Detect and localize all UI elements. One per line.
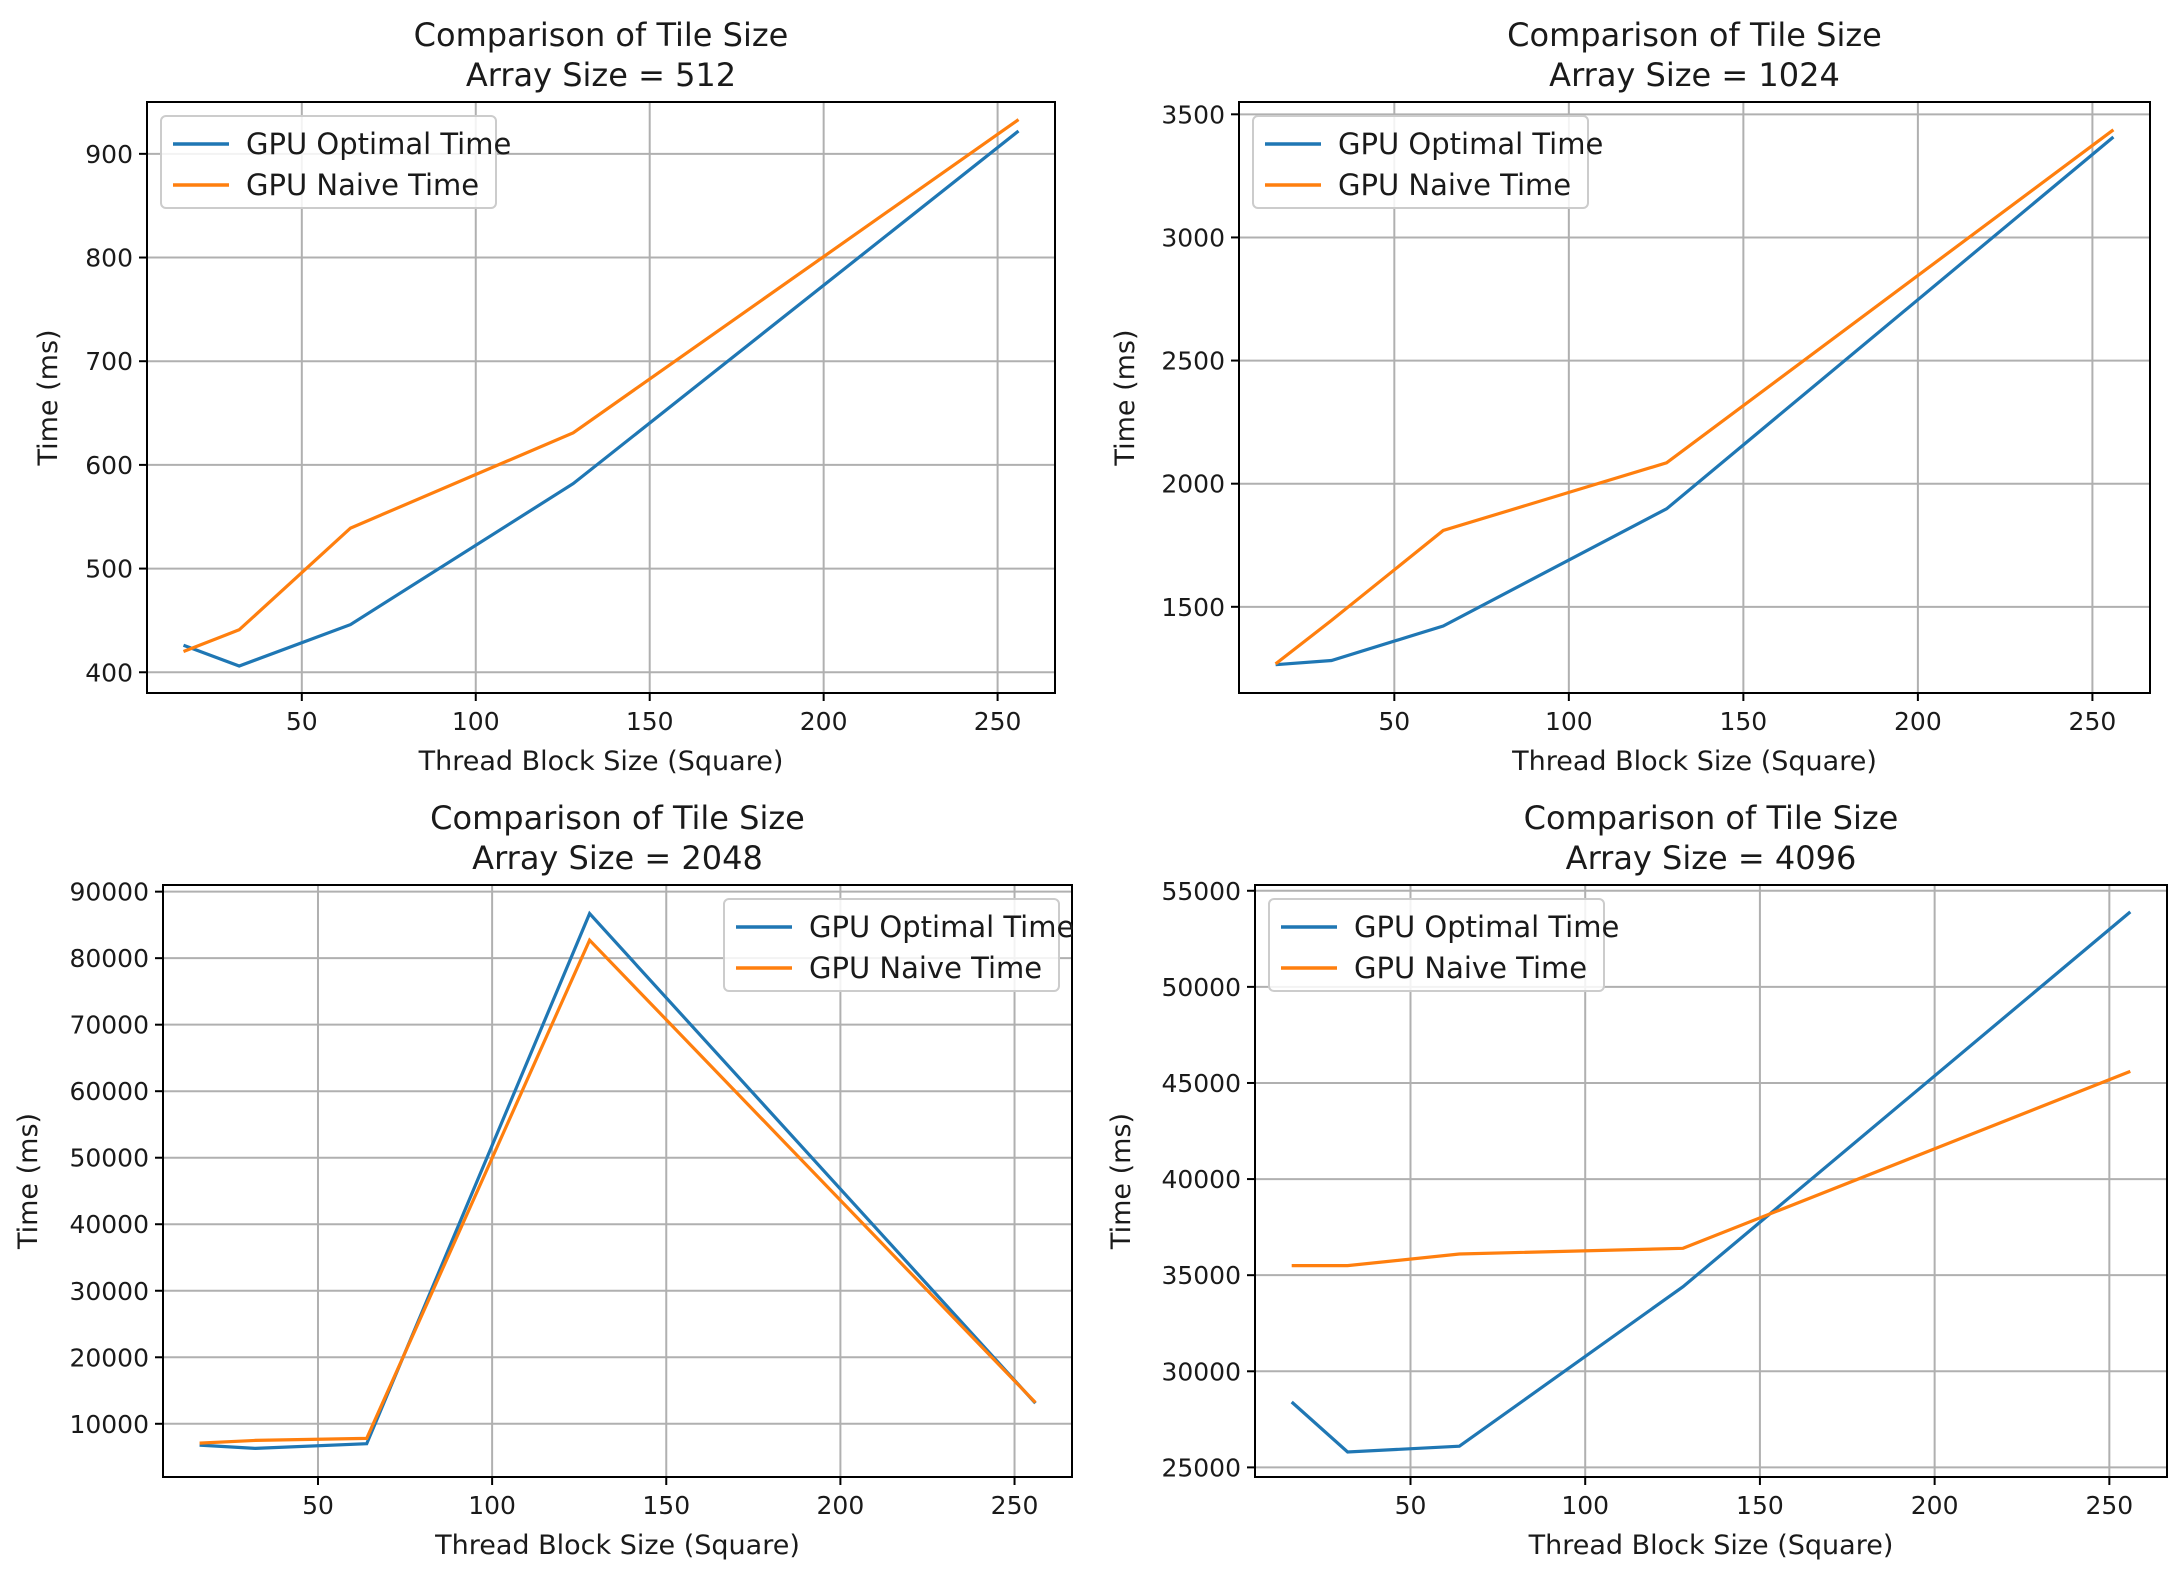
legend-label-optimal: GPU Optimal Time xyxy=(809,910,1074,944)
legend-label-naive: GPU Naive Time xyxy=(1354,951,1587,985)
legend: GPU Optimal Time GPU Naive Time xyxy=(1268,898,1619,992)
series-line-optimal xyxy=(199,910,1037,1451)
y-tick-label: 80000 xyxy=(69,944,149,973)
x-tick-label: 250 xyxy=(2069,707,2117,736)
y-tick-label: 50000 xyxy=(1161,973,1241,1002)
y-tick-label: 25000 xyxy=(1161,1453,1241,1482)
chart-title: Comparison of Tile Size xyxy=(430,799,805,837)
x-tick-label: 100 xyxy=(1561,1491,1609,1520)
y-tick-label: 700 xyxy=(85,347,133,376)
x-tick-label: 50 xyxy=(286,707,318,736)
x-axis-label: Thread Block Size (Square) xyxy=(1511,746,1877,777)
x-axis-label: Thread Block Size (Square) xyxy=(434,1530,800,1561)
y-tick-label: 10000 xyxy=(69,1410,149,1439)
x-tick-label: 250 xyxy=(974,707,1022,736)
x-axis-label: Thread Block Size (Square) xyxy=(418,746,784,777)
x-tick-label: 250 xyxy=(2085,1491,2133,1520)
legend-label-optimal: GPU Optimal Time xyxy=(1338,127,1603,161)
y-tick-label: 40000 xyxy=(69,1210,149,1239)
legend-label-naive: GPU Naive Time xyxy=(246,168,479,202)
series-line-naive xyxy=(1291,1069,2131,1268)
legend-box xyxy=(723,898,1060,992)
chart-subtitle: Array Size = 512 xyxy=(466,56,736,94)
plot-area-frame xyxy=(162,884,1073,1478)
x-tick-label: 150 xyxy=(1720,707,1768,736)
y-tick-label: 45000 xyxy=(1161,1069,1241,1098)
y-tick-label: 2000 xyxy=(1161,470,1225,499)
y-tick-label: 70000 xyxy=(69,1011,149,1040)
plot-area-frame xyxy=(1238,101,2151,694)
plot-area-frame xyxy=(146,101,1056,694)
x-tick-label: 200 xyxy=(800,707,848,736)
y-tick-label: 800 xyxy=(85,244,133,273)
chart-title: Comparison of Tile Size xyxy=(1507,16,1882,54)
x-tick-label: 100 xyxy=(468,1491,516,1520)
y-tick-label: 3500 xyxy=(1161,100,1225,129)
legend: GPU Optimal Time GPU Naive Time xyxy=(1252,115,1603,209)
y-tick-label: 55000 xyxy=(1161,877,1241,906)
y-axis-label: Time (ms) xyxy=(1106,1113,1137,1250)
series-line-optimal xyxy=(1275,135,2115,667)
legend-box xyxy=(1268,898,1605,992)
x-tick-label: 250 xyxy=(991,1491,1039,1520)
y-tick-label: 1500 xyxy=(1161,593,1225,622)
x-tick-label: 50 xyxy=(1395,1491,1427,1520)
y-tick-label: 600 xyxy=(85,451,133,480)
plot-area-frame xyxy=(1254,884,2168,1478)
chart-subtitle: Array Size = 1024 xyxy=(1549,56,1840,94)
x-tick-label: 50 xyxy=(302,1491,334,1520)
series-line-naive xyxy=(199,937,1037,1445)
x-tick-label: 100 xyxy=(1545,707,1593,736)
y-axis-label: Time (ms) xyxy=(1110,329,1141,466)
chart-subtitle: Array Size = 4096 xyxy=(1566,839,1857,877)
x-tick-label: 200 xyxy=(817,1491,865,1520)
x-tick-label: 150 xyxy=(1736,1491,1784,1520)
y-tick-label: 50000 xyxy=(69,1144,149,1173)
y-tick-label: 2500 xyxy=(1161,347,1225,376)
y-tick-label: 90000 xyxy=(69,878,149,907)
legend: GPU Optimal Time GPU Naive Time xyxy=(723,898,1074,992)
series-line-optimal xyxy=(182,129,1020,668)
y-tick-label: 400 xyxy=(85,658,133,687)
y-axis-label: Time (ms) xyxy=(13,1113,44,1250)
x-tick-label: 200 xyxy=(1911,1491,1959,1520)
y-tick-label: 30000 xyxy=(1161,1357,1241,1386)
x-tick-label: 150 xyxy=(626,707,674,736)
x-tick-label: 50 xyxy=(1378,707,1410,736)
y-tick-label: 35000 xyxy=(1161,1261,1241,1290)
legend-label-naive: GPU Naive Time xyxy=(1338,168,1571,202)
y-tick-label: 3000 xyxy=(1161,223,1225,252)
legend-box xyxy=(160,115,497,209)
y-tick-label: 40000 xyxy=(1161,1165,1241,1194)
legend-label-naive: GPU Naive Time xyxy=(809,951,1042,985)
y-tick-label: 60000 xyxy=(69,1077,149,1106)
x-tick-label: 200 xyxy=(1894,707,1942,736)
y-axis-label: Time (ms) xyxy=(33,329,64,466)
y-tick-label: 20000 xyxy=(69,1343,149,1372)
legend-label-optimal: GPU Optimal Time xyxy=(1354,910,1619,944)
chart-title: Comparison of Tile Size xyxy=(1524,799,1899,837)
legend-label-optimal: GPU Optimal Time xyxy=(246,127,511,161)
y-tick-label: 900 xyxy=(85,140,133,169)
y-tick-label: 30000 xyxy=(69,1277,149,1306)
x-axis-label: Thread Block Size (Square) xyxy=(1528,1530,1894,1561)
chart-title: Comparison of Tile Size xyxy=(414,16,789,54)
x-tick-label: 150 xyxy=(642,1491,690,1520)
chart-subtitle: Array Size = 2048 xyxy=(472,839,763,877)
legend: GPU Optimal Time GPU Naive Time xyxy=(160,115,511,209)
y-tick-label: 500 xyxy=(85,555,133,584)
legend-box xyxy=(1252,115,1589,209)
series-line-naive xyxy=(1274,128,2115,666)
x-tick-label: 100 xyxy=(452,707,500,736)
